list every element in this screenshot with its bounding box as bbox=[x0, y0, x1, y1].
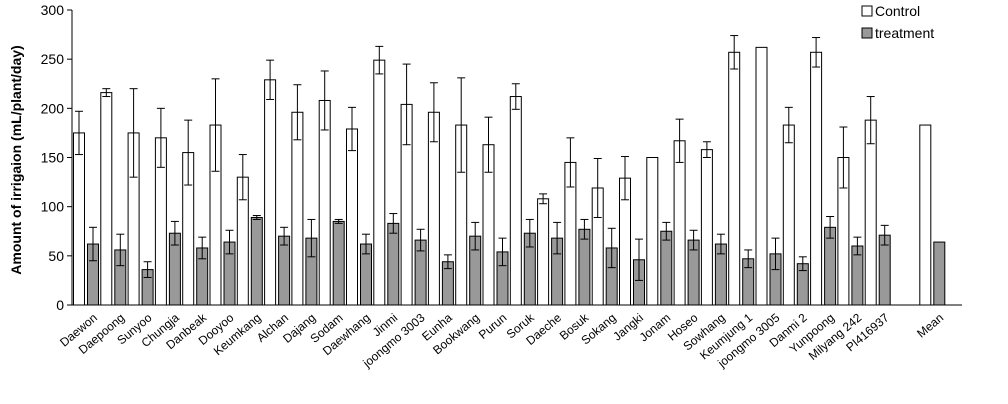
bar-control bbox=[264, 79, 277, 306]
y-ticks: 0 50 100 150 200 250 300 bbox=[41, 2, 72, 313]
y-tick-label: 100 bbox=[41, 199, 65, 215]
bar-control bbox=[782, 124, 795, 306]
bars bbox=[73, 46, 946, 306]
bar-control bbox=[700, 149, 713, 306]
bar-treatment bbox=[824, 226, 837, 306]
bar-control bbox=[318, 99, 331, 306]
y-tick-label: 150 bbox=[41, 150, 65, 166]
bar-control bbox=[919, 124, 932, 306]
bar-control bbox=[373, 59, 386, 306]
bar-treatment bbox=[387, 222, 400, 306]
y-axis-label: Amount of irrigaion (mL/plant/day) bbox=[8, 45, 24, 274]
bar-control bbox=[728, 51, 741, 306]
bar-control bbox=[346, 128, 358, 306]
legend-swatch-treatment bbox=[861, 27, 873, 39]
bar-treatment bbox=[250, 216, 263, 306]
bar-control bbox=[291, 111, 304, 306]
y-tick-label: 50 bbox=[48, 248, 64, 264]
bar-treatment bbox=[933, 241, 946, 306]
y-tick-label: 250 bbox=[41, 51, 65, 67]
bar-control bbox=[646, 157, 659, 306]
bar-control bbox=[810, 51, 823, 306]
x-tick-labels: DaewonDaepoongSunyooChungjaDanbeakDooyoo… bbox=[57, 310, 946, 371]
bar-treatment bbox=[278, 235, 291, 306]
bar-control bbox=[509, 96, 522, 306]
bar-control bbox=[864, 119, 877, 306]
x-tick-label: Mean bbox=[914, 311, 946, 341]
legend: Control treatment bbox=[861, 3, 934, 41]
bar-control bbox=[755, 46, 768, 306]
legend-label-treatment: treatment bbox=[875, 25, 934, 41]
y-tick-label: 200 bbox=[41, 100, 65, 116]
bar-control bbox=[673, 140, 686, 306]
error-bars bbox=[75, 35, 889, 281]
bar-treatment bbox=[660, 230, 673, 306]
bar-treatment bbox=[878, 234, 891, 306]
x-tick-label: Jonam bbox=[637, 311, 674, 345]
x-tick-label: Purun bbox=[476, 311, 510, 342]
bar-treatment bbox=[578, 228, 591, 306]
bar-control bbox=[537, 198, 550, 306]
legend-label-control: Control bbox=[875, 3, 920, 19]
bar-control bbox=[100, 92, 113, 306]
y-tick-label: 0 bbox=[56, 297, 64, 313]
legend-swatch-control bbox=[861, 5, 873, 17]
bar-control bbox=[73, 132, 85, 306]
bar-treatment bbox=[332, 220, 345, 306]
y-tick-label: 300 bbox=[41, 2, 65, 18]
